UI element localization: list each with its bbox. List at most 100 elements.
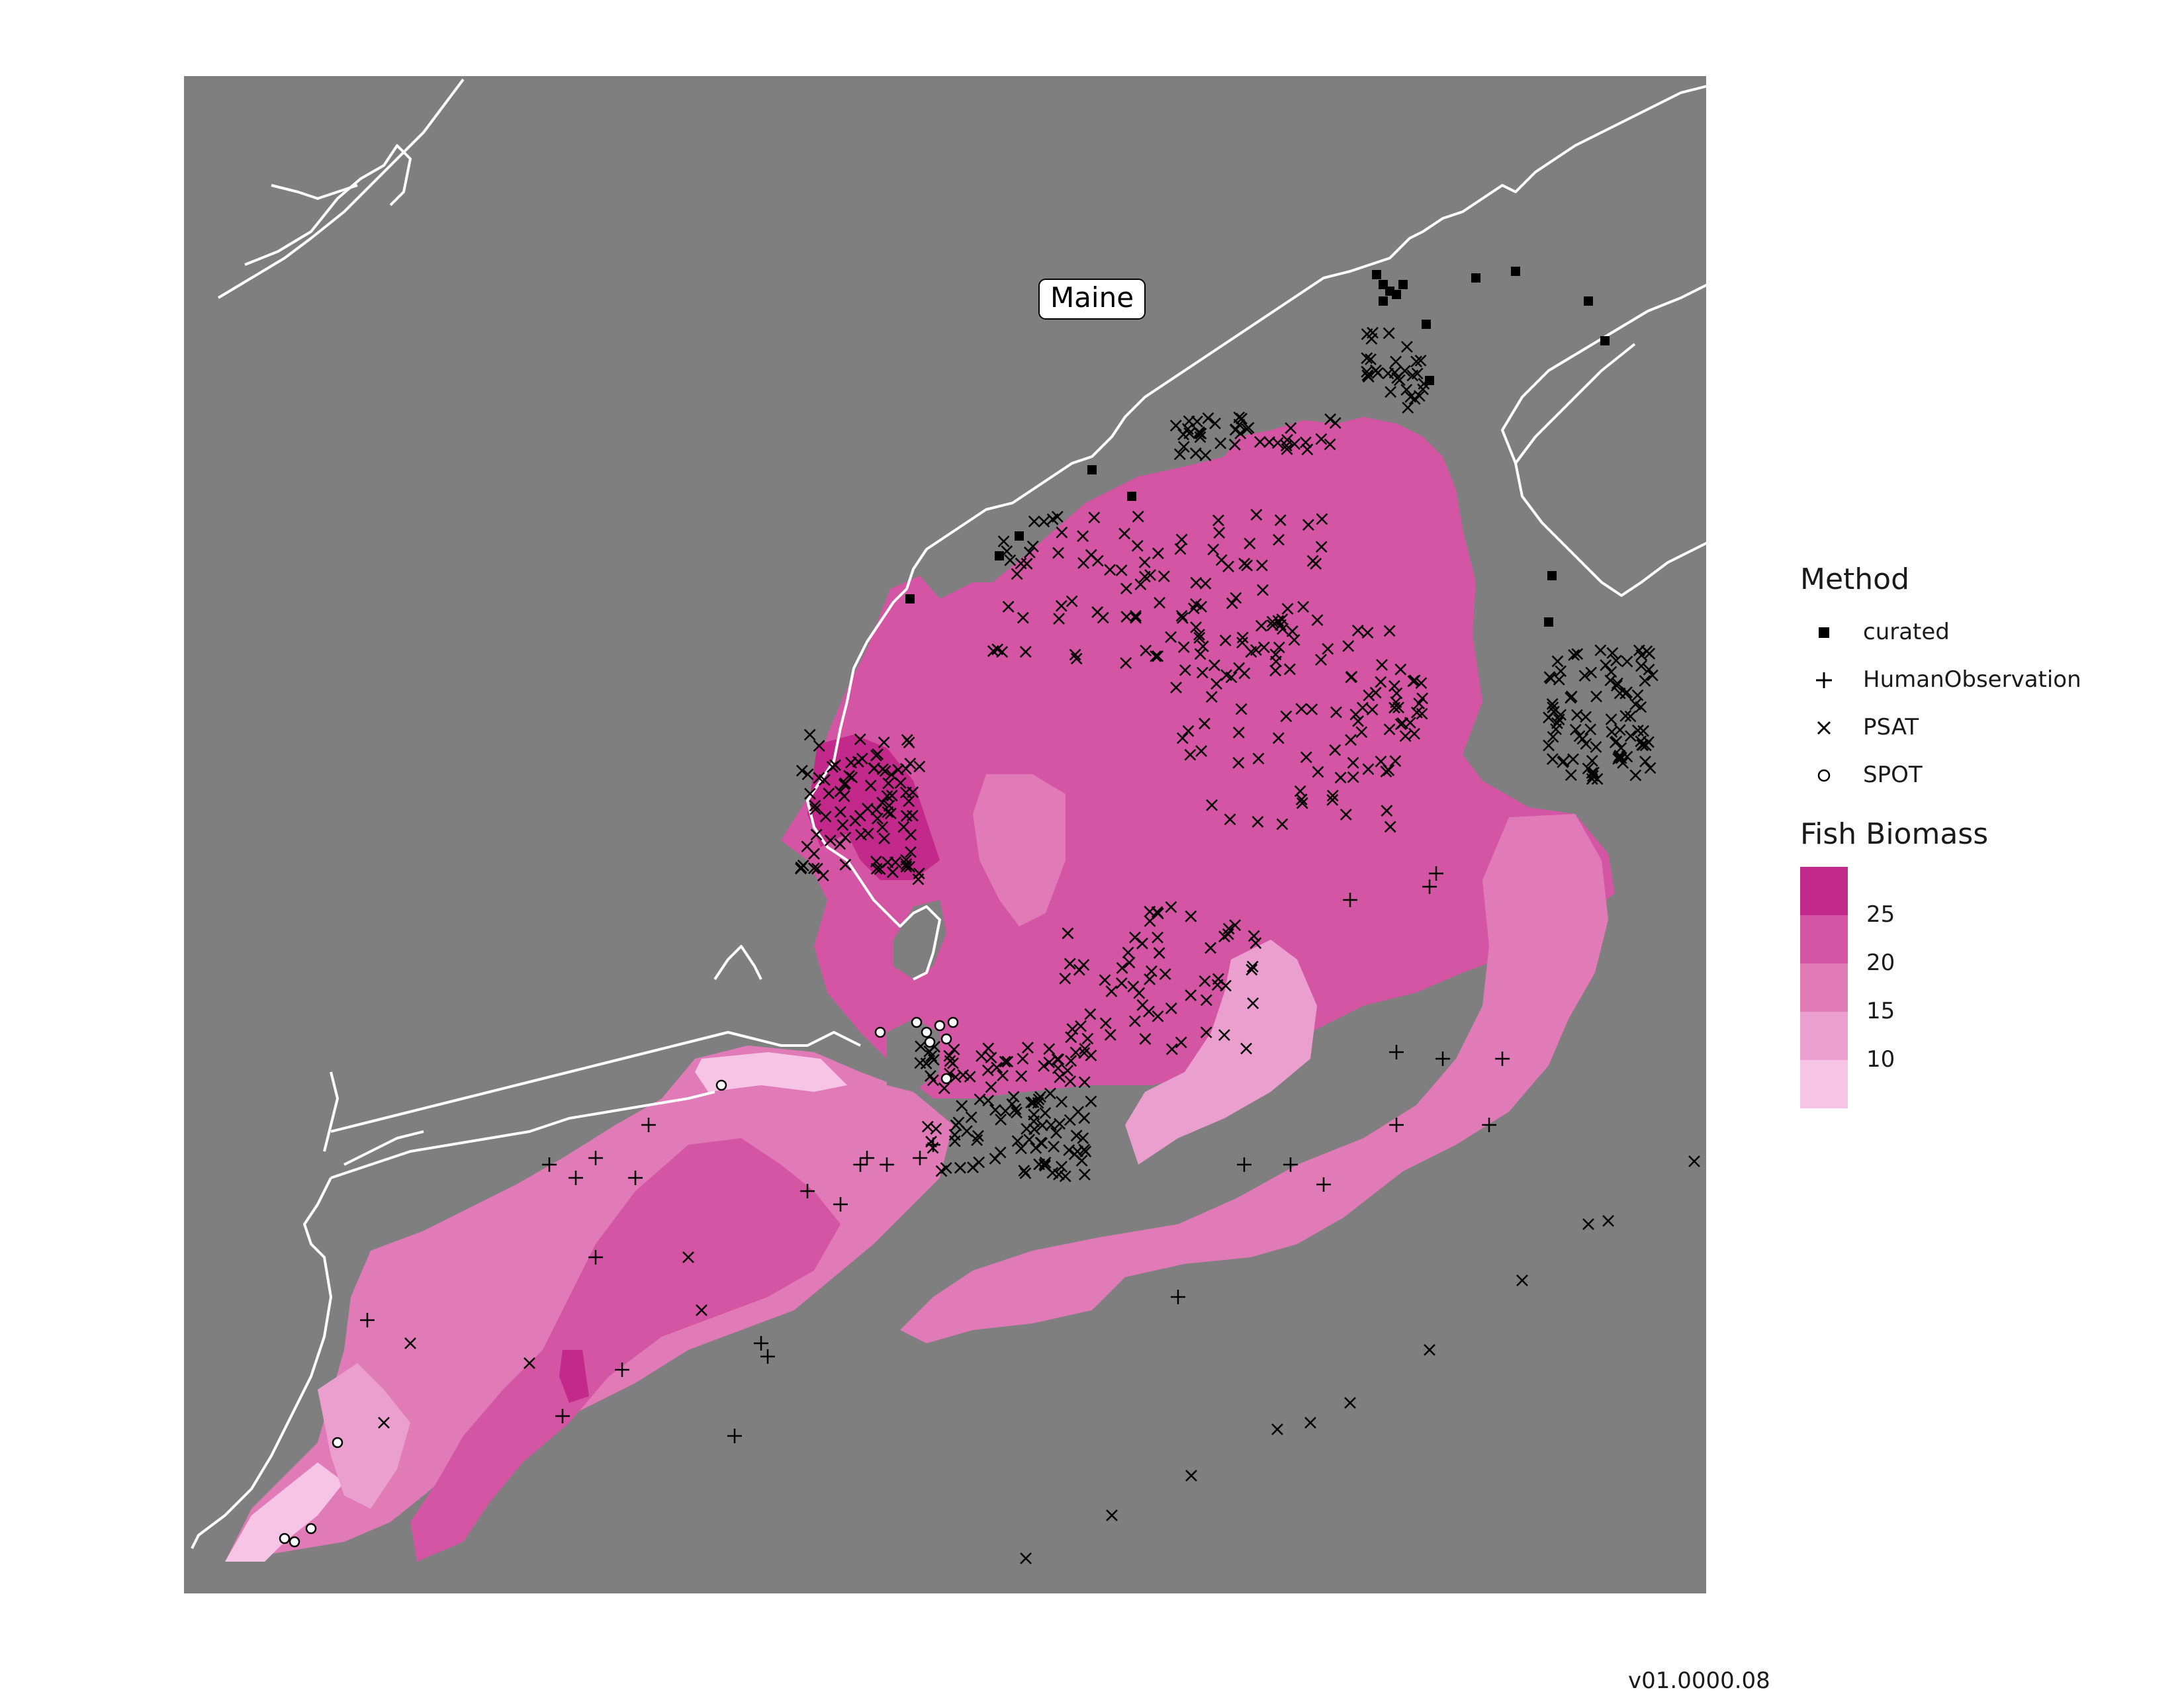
legend-biomass-swatch-4 — [1800, 1012, 1848, 1060]
psat-marker — [1046, 1167, 1059, 1179]
psat-marker — [1242, 422, 1255, 434]
legend-biomass-tick-25: 25 — [1866, 901, 1895, 928]
human-observation-marker — [800, 1184, 815, 1198]
psat-marker — [1189, 447, 1202, 459]
psat-marker — [1594, 644, 1607, 656]
psat-marker — [1410, 706, 1423, 719]
psat-marker — [1052, 1053, 1065, 1065]
psat-marker — [1078, 1076, 1091, 1089]
curated-marker — [1372, 270, 1381, 279]
curated-marker — [1511, 267, 1520, 276]
psat-marker — [1207, 543, 1220, 556]
psat-marker — [1326, 793, 1339, 806]
psat-marker — [1052, 1062, 1064, 1075]
psat-marker — [912, 873, 925, 885]
psat-marker — [1177, 428, 1189, 441]
psat-marker — [1002, 601, 1015, 613]
psat-marker — [1281, 603, 1294, 615]
psat-marker — [1099, 974, 1111, 987]
curated-marker — [1547, 571, 1557, 580]
psat-marker — [952, 1116, 965, 1129]
psat-marker — [965, 1111, 978, 1124]
psat-marker — [810, 828, 823, 841]
psat-marker — [1233, 418, 1246, 431]
psat-marker — [1023, 547, 1036, 558]
psat-marker — [964, 1071, 976, 1083]
psat-marker — [1233, 662, 1246, 674]
psat-marker — [1637, 739, 1649, 751]
biomass-zone-12-south — [318, 1363, 410, 1509]
psat-marker — [1639, 756, 1651, 768]
psat-marker — [1064, 958, 1076, 970]
psat-marker — [1629, 769, 1642, 781]
psat-marker — [817, 869, 829, 882]
psat-marker — [1390, 355, 1402, 368]
psat-marker — [854, 809, 866, 822]
psat-marker — [1190, 621, 1202, 633]
psat-marker — [1398, 365, 1411, 377]
psat-marker — [1077, 1132, 1089, 1144]
psat-marker — [1232, 756, 1245, 769]
biomass-zone-20 — [781, 417, 1615, 1098]
psat-marker — [994, 1146, 1007, 1159]
psat-marker — [972, 1130, 984, 1142]
psat-marker — [1165, 1043, 1178, 1055]
psat-marker — [1299, 436, 1312, 449]
psat-marker — [1153, 947, 1165, 959]
psat-marker — [1582, 1218, 1594, 1230]
psat-marker — [1019, 1167, 1032, 1179]
psat-marker — [1053, 613, 1065, 625]
psat-marker — [1324, 438, 1336, 451]
psat-marker — [1381, 805, 1393, 817]
psat-marker — [1075, 1020, 1087, 1032]
biomass-zone-15-gulf — [973, 774, 1066, 926]
psat-marker — [1034, 1091, 1046, 1103]
curated-marker — [1425, 376, 1434, 385]
psat-marker — [1229, 919, 1242, 931]
psat-marker — [1390, 696, 1402, 708]
human-observation-marker — [913, 1151, 927, 1165]
psat-marker — [1025, 1096, 1038, 1109]
psat-marker — [1184, 748, 1197, 761]
psat-marker — [1547, 731, 1559, 743]
psat-marker — [1326, 789, 1339, 802]
psat-marker — [1143, 1005, 1155, 1018]
psat-marker — [1145, 965, 1158, 977]
psat-marker — [1413, 697, 1426, 709]
psat-marker — [1281, 443, 1293, 455]
legend-biomass-tick-15: 15 — [1866, 998, 1895, 1024]
psat-marker — [854, 733, 866, 746]
legend-biomass-title: Fish Biomass — [1800, 817, 1989, 851]
psat-marker — [1400, 384, 1413, 396]
biomass-zone-25-shelf — [559, 1350, 589, 1403]
psat-marker — [1059, 972, 1071, 985]
curated-marker — [1600, 336, 1610, 345]
psat-marker — [1257, 641, 1270, 654]
psat-marker — [1174, 543, 1187, 555]
psat-marker — [1272, 615, 1285, 627]
psat-marker — [1183, 415, 1195, 427]
psat-marker — [1273, 533, 1285, 546]
psat-marker — [1078, 1047, 1091, 1059]
psat-marker — [1152, 907, 1164, 920]
psat-marker — [1578, 670, 1591, 682]
psat-marker — [1219, 635, 1232, 646]
curated-marker — [1087, 465, 1097, 474]
psat-marker — [1039, 1107, 1052, 1120]
psat-marker — [1077, 557, 1089, 569]
psat-marker — [967, 1161, 979, 1174]
psat-marker — [876, 821, 889, 833]
human-observation-marker — [880, 1157, 894, 1172]
human-observation-marker — [542, 1157, 557, 1172]
psat-marker — [897, 821, 910, 833]
psat-marker — [927, 1074, 939, 1087]
psat-marker — [1055, 600, 1068, 612]
psat-marker — [872, 748, 884, 760]
psat-marker — [1311, 614, 1324, 627]
psat-marker — [1065, 1055, 1077, 1067]
psat-marker — [1571, 709, 1583, 721]
psat-marker — [1271, 437, 1284, 449]
psat-marker — [1185, 989, 1197, 1001]
psat-marker — [818, 774, 831, 786]
psat-marker — [957, 1069, 970, 1081]
